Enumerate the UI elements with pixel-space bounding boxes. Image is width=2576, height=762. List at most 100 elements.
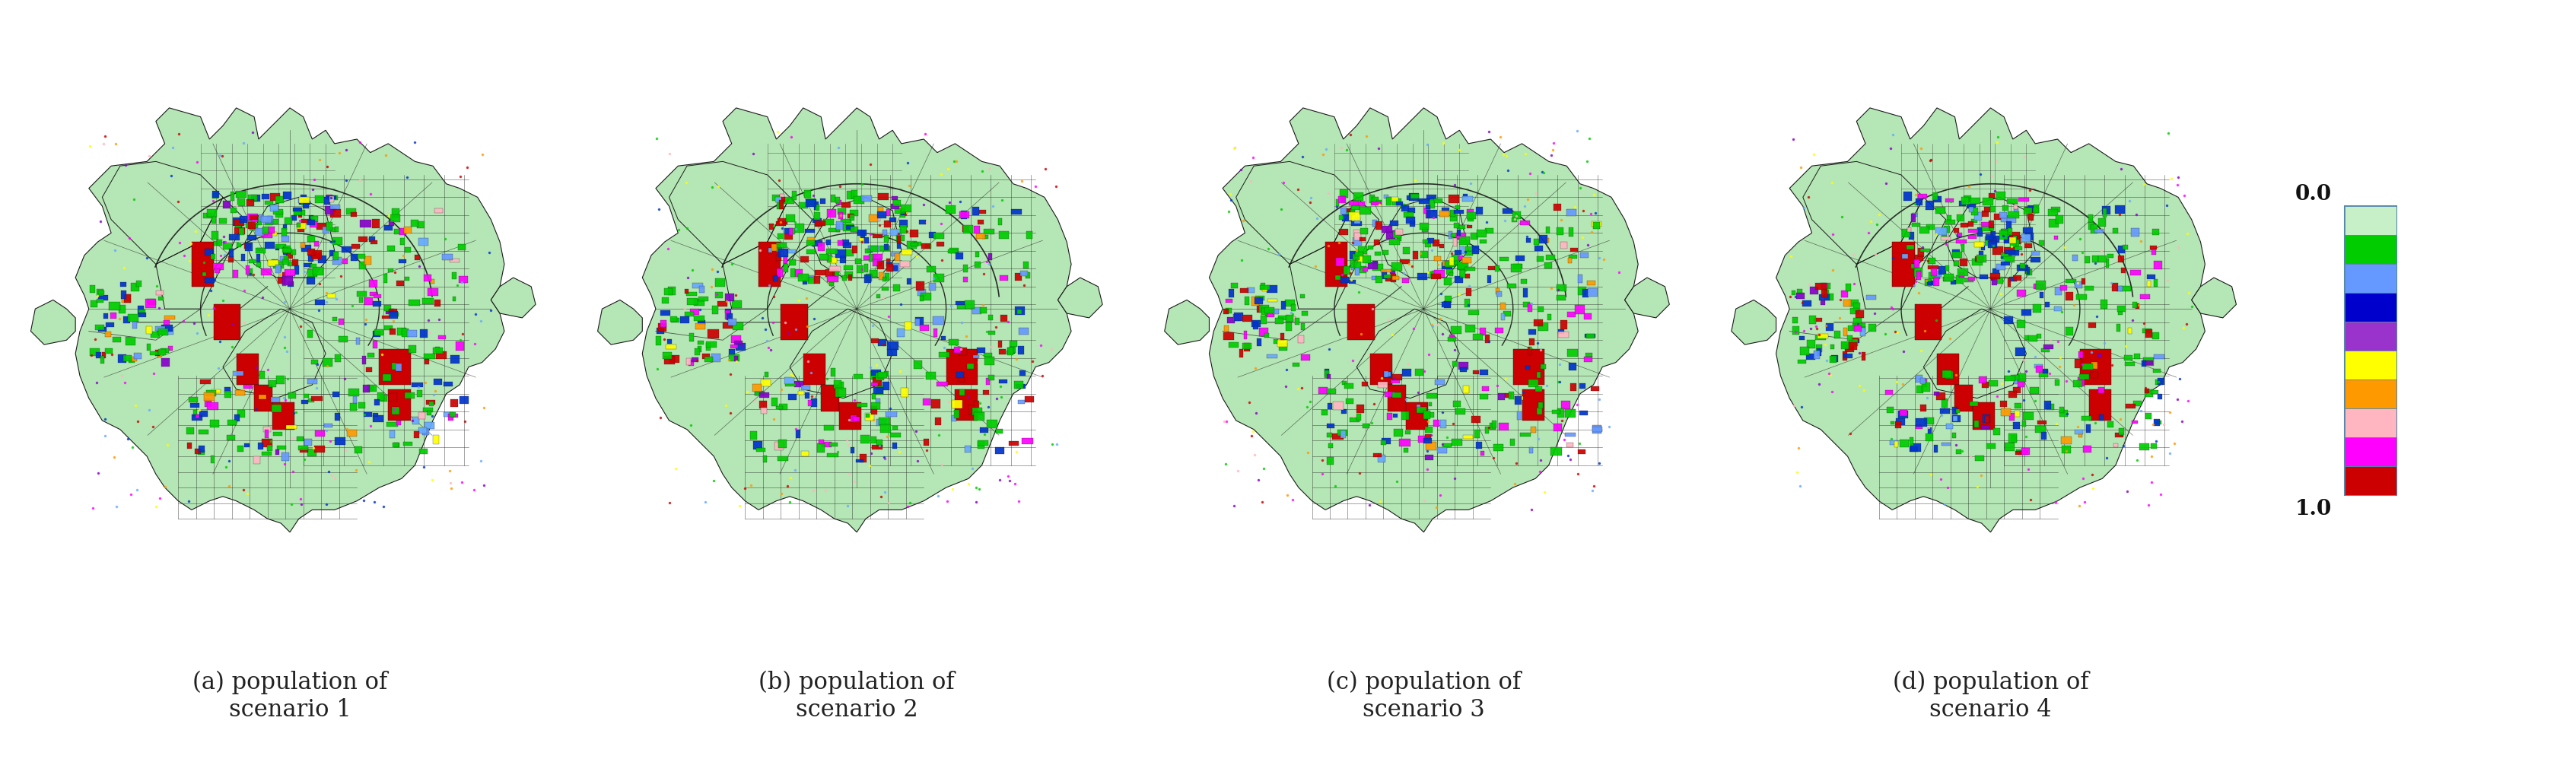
- Bar: [216, 240, 222, 245]
- Bar: [1986, 443, 1996, 449]
- Bar: [211, 216, 216, 224]
- Bar: [1917, 418, 1927, 427]
- Bar: [1381, 440, 1386, 445]
- Bar: [2076, 432, 2081, 437]
- Polygon shape: [1775, 108, 2205, 532]
- Bar: [778, 248, 788, 258]
- Bar: [1795, 290, 1801, 293]
- Bar: [276, 197, 283, 203]
- Bar: [191, 242, 214, 287]
- Bar: [1376, 277, 1381, 283]
- Bar: [1929, 281, 1935, 285]
- Bar: [840, 382, 845, 390]
- Bar: [1824, 293, 1834, 301]
- Bar: [1350, 212, 1360, 220]
- Bar: [1494, 265, 1499, 272]
- Bar: [1517, 411, 1520, 419]
- Bar: [976, 233, 984, 239]
- Bar: [1584, 314, 1592, 319]
- Bar: [2092, 255, 2097, 263]
- Bar: [1886, 407, 1893, 413]
- Bar: [917, 289, 925, 296]
- Bar: [1443, 302, 1450, 308]
- Bar: [417, 221, 425, 229]
- Bar: [312, 396, 322, 401]
- Bar: [1971, 258, 1984, 266]
- Bar: [938, 382, 948, 386]
- Bar: [822, 219, 835, 225]
- Bar: [309, 264, 317, 267]
- Bar: [2143, 357, 2154, 366]
- Bar: [211, 193, 219, 198]
- Bar: [974, 412, 984, 421]
- Bar: [113, 337, 121, 342]
- Bar: [157, 351, 162, 357]
- Bar: [956, 301, 966, 305]
- Bar: [263, 439, 273, 447]
- Bar: [2156, 379, 2161, 385]
- Bar: [1790, 290, 1795, 295]
- Bar: [95, 299, 103, 303]
- Bar: [353, 395, 358, 403]
- Bar: [1466, 246, 1476, 251]
- Bar: [1968, 235, 1976, 239]
- Bar: [899, 205, 912, 212]
- Bar: [2154, 369, 2159, 373]
- Bar: [1999, 231, 2007, 239]
- Bar: [873, 377, 881, 386]
- Bar: [1850, 338, 1857, 342]
- Bar: [2071, 380, 2081, 387]
- Bar: [2020, 447, 2030, 455]
- Bar: [1468, 214, 1473, 221]
- Bar: [778, 404, 788, 410]
- Bar: [866, 414, 871, 418]
- Bar: [909, 230, 917, 237]
- Bar: [340, 336, 348, 342]
- Bar: [1953, 229, 1958, 232]
- Bar: [706, 341, 716, 347]
- Bar: [422, 298, 433, 304]
- Bar: [971, 355, 979, 359]
- Bar: [160, 348, 170, 353]
- Bar: [1394, 231, 1401, 238]
- Bar: [801, 256, 809, 263]
- Bar: [1924, 201, 1935, 210]
- Bar: [1819, 294, 1829, 300]
- Bar: [1932, 193, 1937, 200]
- Bar: [1450, 210, 1455, 216]
- Bar: [1368, 262, 1378, 270]
- Bar: [121, 282, 126, 287]
- Bar: [835, 225, 840, 232]
- Bar: [281, 453, 289, 461]
- Bar: [237, 199, 245, 207]
- Bar: [162, 358, 170, 367]
- Bar: [422, 274, 430, 281]
- Bar: [2017, 290, 2025, 297]
- Bar: [358, 291, 366, 297]
- Bar: [811, 399, 817, 407]
- Bar: [1929, 269, 1937, 277]
- Bar: [2004, 250, 2014, 255]
- Bar: [165, 328, 173, 335]
- Bar: [2154, 354, 2164, 359]
- Bar: [1852, 303, 1860, 311]
- Bar: [1899, 440, 1909, 447]
- Bar: [1592, 425, 1600, 434]
- Bar: [696, 323, 706, 329]
- Bar: [381, 395, 386, 402]
- Bar: [258, 395, 265, 399]
- Polygon shape: [811, 197, 902, 277]
- Bar: [976, 441, 984, 449]
- Bar: [726, 313, 732, 320]
- Bar: [1453, 238, 1455, 247]
- Bar: [1453, 223, 1458, 228]
- Bar: [206, 390, 216, 396]
- Bar: [1525, 239, 1530, 243]
- Bar: [680, 317, 688, 323]
- Text: 1.0: 1.0: [2295, 499, 2331, 520]
- Bar: [1450, 326, 1461, 334]
- Bar: [889, 218, 896, 222]
- Bar: [2004, 316, 2012, 324]
- Bar: [716, 278, 724, 287]
- Bar: [2002, 256, 2014, 262]
